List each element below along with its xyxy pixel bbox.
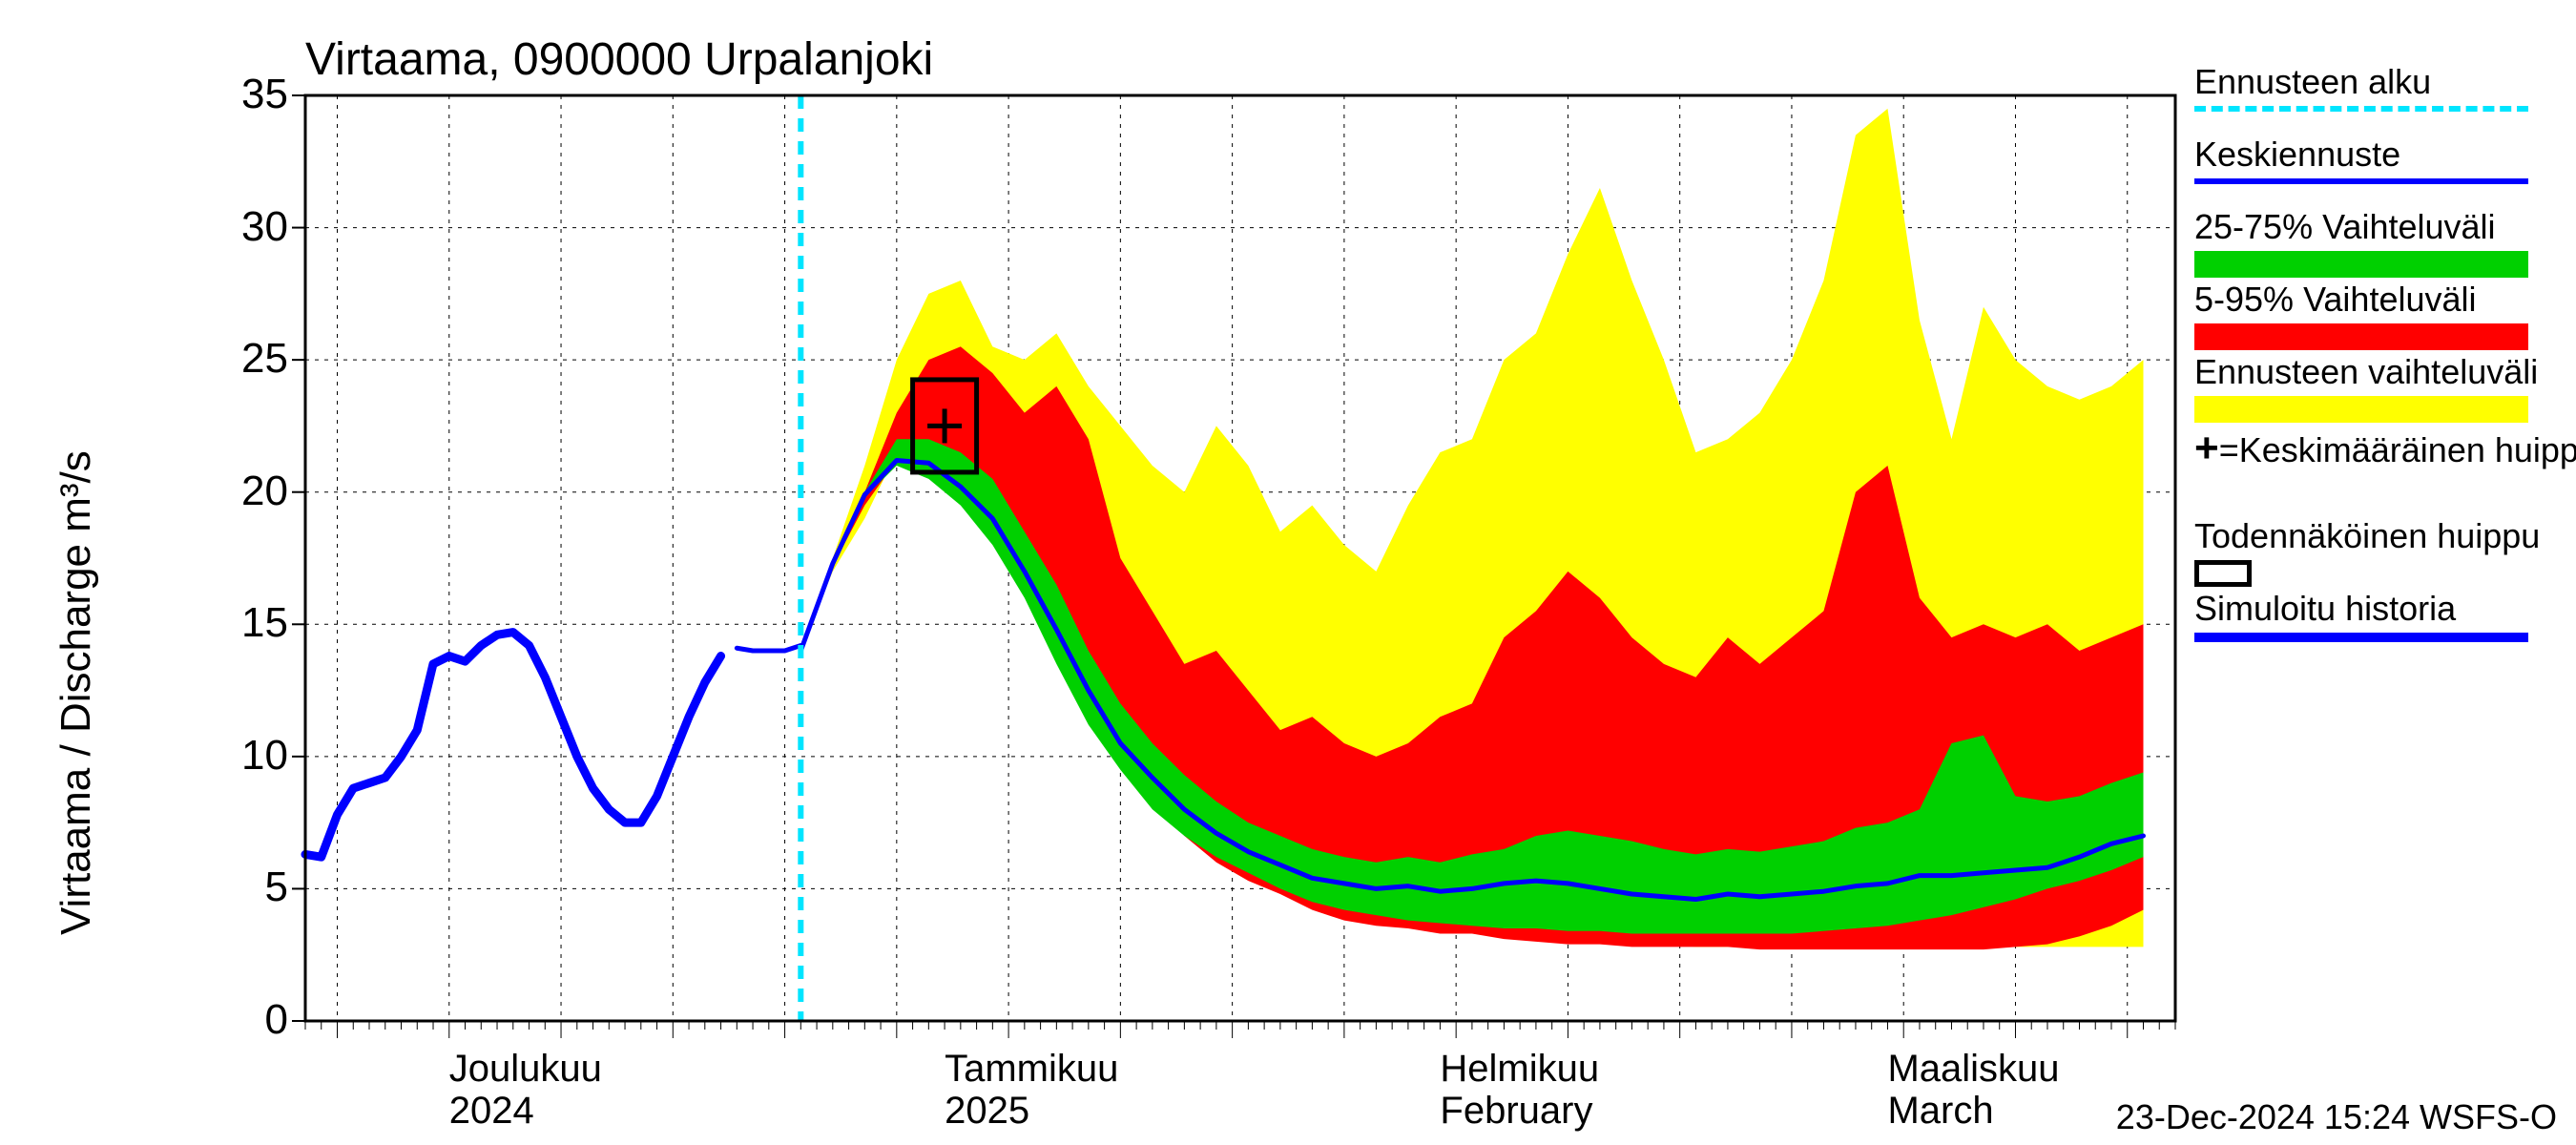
legend-label: Todennäköinen huippu: [2194, 516, 2540, 556]
x-month-label: MaaliskuuMarch: [1887, 1048, 2059, 1132]
y-tick: 25: [241, 335, 288, 383]
x-month-label: Joulukuu2024: [449, 1048, 602, 1132]
y-tick: 5: [265, 864, 288, 911]
y-axis-label: Virtaama / Discharge m³/s: [52, 450, 100, 935]
legend-swatch: [2194, 560, 2252, 587]
legend-item: Simuloitu historia: [2194, 589, 2528, 642]
y-tick: 15: [241, 599, 288, 647]
chart-title: Virtaama, 0900000 Urpalanjoki: [305, 33, 933, 86]
legend-item: Ennusteen alku: [2194, 62, 2528, 112]
legend-item: Ennusteen vaihteluväli: [2194, 352, 2538, 423]
footer-timestamp: 23-Dec-2024 15:24 WSFS-O: [2116, 1097, 2557, 1137]
chart-root: Virtaama, 0900000 Urpalanjoki Virtaama /…: [0, 0, 2576, 1145]
x-month-label: HelmikuuFebruary: [1440, 1048, 1599, 1132]
legend-label: Keskiennuste: [2194, 135, 2528, 175]
x-month-label: Tammikuu2025: [945, 1048, 1118, 1132]
legend-swatch: [2194, 323, 2528, 350]
y-tick: 0: [265, 996, 288, 1044]
chart-svg: [0, 0, 2576, 1145]
y-tick: 10: [241, 732, 288, 780]
legend-item: 25-75% Vaihteluväli: [2194, 207, 2528, 278]
legend-label: Simuloitu historia: [2194, 589, 2528, 629]
legend-label: 25-75% Vaihteluväli: [2194, 207, 2528, 247]
legend-swatch: [2194, 106, 2528, 112]
legend-label: Ennusteen vaihteluväli: [2194, 352, 2538, 392]
y-tick: 35: [241, 71, 288, 118]
legend-swatch: [2194, 396, 2528, 423]
legend-item: Keskiennuste: [2194, 135, 2528, 184]
legend-label: Ennusteen alku: [2194, 62, 2528, 102]
legend-label: +=Keskimääräinen huippu: [2194, 425, 2576, 472]
y-tick: 20: [241, 468, 288, 515]
y-tick: 30: [241, 203, 288, 251]
legend-item: +=Keskimääräinen huippu: [2194, 425, 2576, 472]
legend-swatch: [2194, 178, 2528, 184]
legend-item: 5-95% Vaihteluväli: [2194, 280, 2528, 350]
legend-swatch: [2194, 251, 2528, 278]
legend-swatch: [2194, 633, 2528, 642]
legend-label: 5-95% Vaihteluväli: [2194, 280, 2528, 320]
legend-item: Todennäköinen huippu: [2194, 516, 2540, 587]
